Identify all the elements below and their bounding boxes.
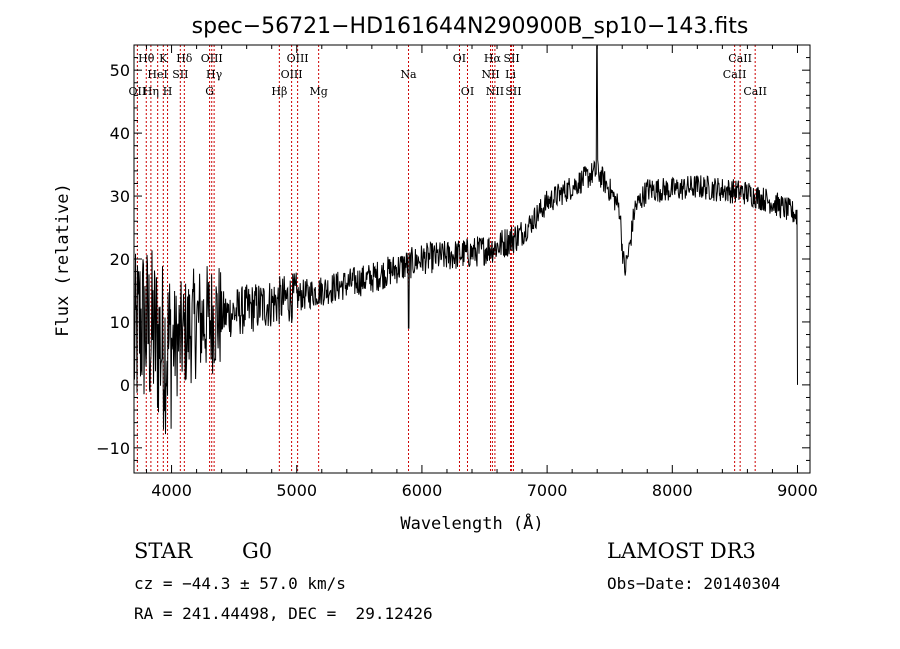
x-tick-label: 9000 (777, 481, 818, 500)
line-label: Hδ (176, 52, 193, 65)
coordinates: RA = 241.44498, DEC = 29.12426 (134, 604, 433, 623)
line-label: G (205, 85, 214, 98)
x-tick-label: 5000 (276, 481, 317, 500)
line-label: SII (172, 68, 188, 81)
line-label: OI (461, 85, 474, 98)
line-label: NII (486, 85, 504, 98)
object-subclass: G0 (242, 539, 273, 563)
x-tick-label: 8000 (652, 481, 693, 500)
line-label: CaII (743, 85, 767, 98)
line-label: NII (481, 68, 499, 81)
object-class: STAR (134, 539, 193, 563)
line-label: OIII (281, 68, 303, 81)
y-tick-label: 0 (120, 376, 130, 395)
y-tick-label: 40 (110, 124, 130, 143)
line-label: Hθ (138, 52, 155, 65)
line-label: Na (400, 68, 417, 81)
y-tick-label: 20 (110, 250, 130, 269)
line-label: CaII (728, 52, 752, 65)
survey-name: LAMOST DR3 (607, 539, 756, 563)
y-tick-label: 10 (110, 313, 130, 332)
obs-date: Obs−Date: 20140304 (607, 574, 781, 593)
redshift-value: cz = −44.3 ± 57.0 km/s (134, 574, 346, 593)
spectrum-line (133, 45, 798, 435)
line-label: OII (129, 85, 147, 98)
x-tick-label: 6000 (402, 481, 443, 500)
line-label: SII (505, 85, 521, 98)
line-label: H (163, 85, 173, 98)
line-label: Hβ (271, 85, 287, 98)
y-tick-label: −10 (96, 439, 130, 458)
line-label: K (159, 52, 168, 65)
y-axis-label: Flux (relative) (53, 183, 73, 337)
x-axis: 4000 5000 6000 7000 8000 9000 (146, 45, 818, 500)
line-label: CaII (723, 68, 747, 81)
x-axis-label: Wavelength (Å) (400, 512, 543, 534)
line-label: Hγ (206, 68, 223, 81)
y-tick-label: 50 (110, 61, 130, 80)
x-tick-label: 7000 (527, 481, 568, 500)
line-label: OIII (287, 52, 309, 65)
line-label: Li (505, 68, 516, 81)
line-label: SII (503, 52, 519, 65)
line-label: OI (453, 52, 466, 65)
line-label: Hα (484, 52, 502, 65)
line-label: Hη (143, 85, 159, 98)
y-tick-label: 30 (110, 187, 130, 206)
chart-title: spec−56721−HD161644N290900B_sp10−143.fit… (192, 14, 749, 39)
plot-frame (133, 44, 811, 474)
line-label: OIII (201, 52, 223, 65)
line-label: Mg (309, 85, 327, 98)
line-label: HeI (147, 68, 167, 81)
y-axis: −10 0 10 20 30 40 50 (96, 44, 810, 461)
x-tick-label: 4000 (151, 481, 192, 500)
